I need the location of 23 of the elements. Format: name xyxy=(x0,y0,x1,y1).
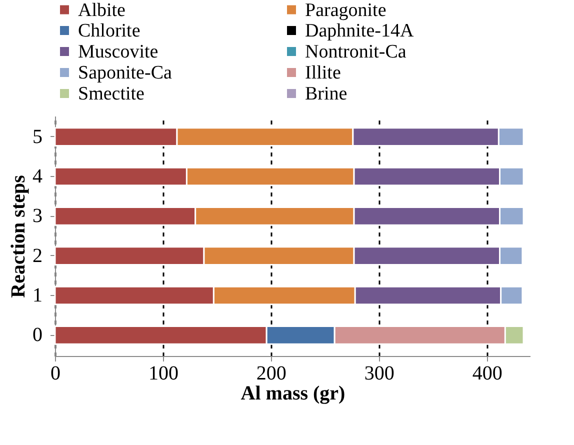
legend-label: Nontronit-Ca xyxy=(305,42,407,62)
y-tick-label: 0 xyxy=(32,324,42,346)
y-tick-label: 4 xyxy=(32,165,42,188)
y-axis-title: Reaction steps xyxy=(8,174,30,298)
y-tick-label: 1 xyxy=(32,284,42,307)
x-tick-label: 0 xyxy=(50,362,60,384)
y-tick-label: 3 xyxy=(32,205,42,228)
x-tick-label: 300 xyxy=(364,362,394,384)
legend-label: Muscovite xyxy=(78,42,158,62)
x-axis-title: Al mass (gr) xyxy=(240,382,346,404)
legend-label: Daphnite-14A xyxy=(305,20,414,42)
legend-label: Illite xyxy=(305,62,341,84)
legend-label: Paragonite xyxy=(305,0,386,21)
x-tick-label: 200 xyxy=(256,362,286,384)
x-tick-label: 400 xyxy=(472,362,502,384)
legend-label: Saponite-Ca xyxy=(78,62,172,84)
y-tick-label: 5 xyxy=(32,126,42,148)
x-tick-label: 100 xyxy=(148,362,178,384)
y-tick-label: 2 xyxy=(32,244,42,267)
legend-label: Albite xyxy=(78,0,126,21)
legend-label: Smectite xyxy=(78,84,144,104)
legend-label: Chlorite xyxy=(78,20,140,42)
legend-label: Brine xyxy=(305,84,348,104)
